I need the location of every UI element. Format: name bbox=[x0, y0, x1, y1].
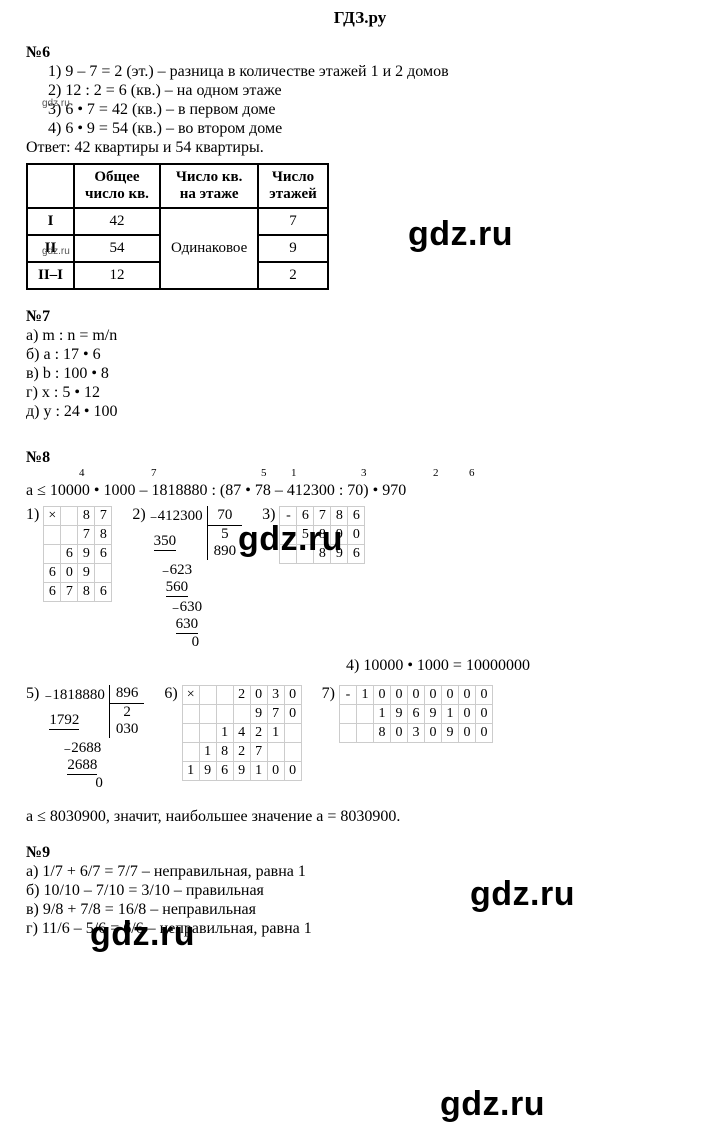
table-h4: Числоэтажей bbox=[258, 164, 328, 208]
task8-step4: 4) 10000 • 1000 = 10000000 bbox=[346, 657, 694, 675]
task6-line1: 1) 9 – 7 = 2 (эт.) – разница в количеств… bbox=[48, 63, 694, 81]
calc5: 5) ₋1818880896 17922 030 ₋2688 2688 0 bbox=[26, 685, 144, 793]
task8-calcrow2: 5) ₋1818880896 17922 030 ₋2688 2688 0 6)… bbox=[26, 685, 694, 793]
calc2: 2) ₋41230070 3505 890 ₋623 560 ₋630 630 … bbox=[132, 506, 242, 651]
calc6: 6) ×2030 970 1421 1827 1969100 bbox=[164, 685, 301, 781]
table-r2c4: 9 bbox=[258, 235, 328, 262]
calc1: 1) ×87 78 696 609 6786 bbox=[26, 506, 112, 602]
task6-line4: 4) 6 • 9 = 54 (кв.) – во втором доме bbox=[48, 120, 694, 138]
task6-head: №6 bbox=[26, 44, 694, 62]
task7-e: д) y : 24 • 100 bbox=[26, 403, 694, 421]
task8-head: №8 bbox=[26, 449, 694, 467]
task8-supnums: 4 7 5 1 3 2 6 bbox=[26, 467, 694, 481]
task7-c: в) b : 100 • 8 bbox=[26, 365, 694, 383]
table-r1c1: I bbox=[27, 208, 74, 235]
task7-d: г) x : 5 • 12 bbox=[26, 384, 694, 402]
task7-a: а) m : n = m/n bbox=[26, 327, 694, 345]
task6-line2: 2) 12 : 2 = 6 (кв.) – на одном этаже bbox=[48, 82, 694, 100]
table-r1c2: 42 bbox=[74, 208, 160, 235]
task8-calcrow1: 1) ×87 78 696 609 6786 2) ₋41230070 3505… bbox=[26, 506, 694, 651]
table-h1 bbox=[27, 164, 74, 208]
task9-c: в) 9/8 + 7/8 = 16/8 – неправильная bbox=[26, 901, 694, 919]
watermark-big-5: gdz.ru bbox=[440, 1085, 545, 1124]
table-r3c4: 2 bbox=[258, 262, 328, 289]
calc7: 7) -10000000 1969100 8030900 bbox=[322, 685, 493, 743]
table-r2c1: II bbox=[27, 235, 74, 262]
task9-head: №9 bbox=[26, 844, 694, 862]
task9-d: г) 11/6 – 5/6 = 6/6 – неправильная, равн… bbox=[26, 920, 694, 938]
table-r3c1: II–I bbox=[27, 262, 74, 289]
table-h3: Число кв.на этаже bbox=[160, 164, 258, 208]
task9-b: б) 10/10 – 7/10 = 3/10 – правильная bbox=[26, 882, 694, 900]
task9-a: а) 1/7 + 6/7 = 7/7 – неправильная, равна… bbox=[26, 863, 694, 881]
table-r2c2: 54 bbox=[74, 235, 160, 262]
table-r3c2: 12 bbox=[74, 262, 160, 289]
page-header: ГДЗ.ру bbox=[0, 0, 720, 32]
task6-table: Общеечисло кв. Число кв.на этаже Числоэт… bbox=[26, 163, 329, 290]
task8-expr: a ≤ 10000 • 1000 – 1818880 : (87 • 78 – … bbox=[26, 482, 694, 500]
table-r1c4: 7 bbox=[258, 208, 328, 235]
task8-final: a ≤ 8030900, значит, наибольшее значение… bbox=[26, 808, 694, 826]
content-area: №6 1) 9 – 7 = 2 (эт.) – разница в количе… bbox=[0, 44, 720, 959]
table-h2: Общеечисло кв. bbox=[74, 164, 160, 208]
calc3: 3) -6786 5890 896 bbox=[262, 506, 365, 564]
task6-answer: Ответ: 42 квартиры и 54 квартиры. bbox=[26, 139, 694, 157]
task7-b: б) a : 17 • 6 bbox=[26, 346, 694, 364]
task7-head: №7 bbox=[26, 308, 694, 326]
task6-line3: 3) 6 • 7 = 42 (кв.) – в первом доме bbox=[48, 101, 694, 119]
table-r-mid: Одинаковое bbox=[160, 208, 258, 289]
